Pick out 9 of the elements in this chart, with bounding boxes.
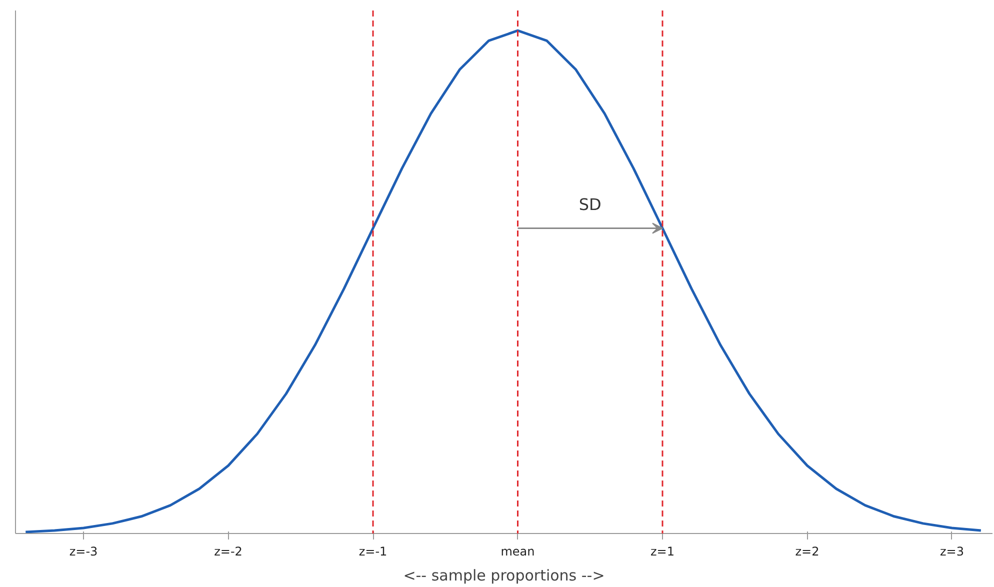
x-tick-label: z=1 — [650, 544, 674, 558]
x-tick-label: z=2 — [795, 544, 820, 558]
x-tick-label: mean — [500, 544, 535, 558]
x-tick-label: z=-2 — [214, 544, 242, 558]
x-tick-label: z=3 — [940, 544, 964, 558]
x-axis-title: <-- sample proportions --> — [403, 566, 605, 584]
x-tick-label: z=-3 — [69, 544, 98, 558]
annotation: SD — [578, 195, 602, 214]
x-tick-label: z=-1 — [358, 544, 388, 558]
